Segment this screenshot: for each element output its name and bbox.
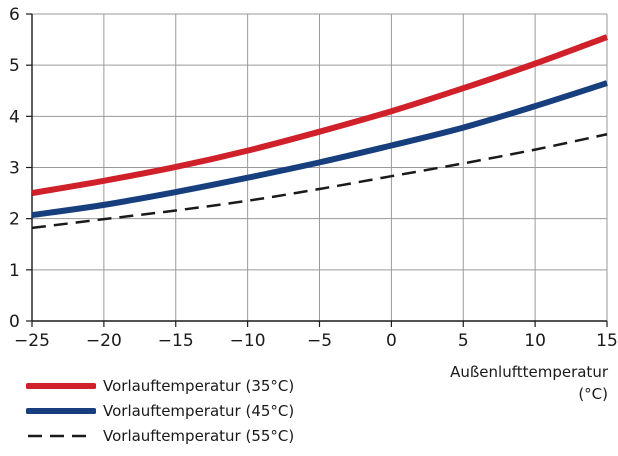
x-tick-label: −15 [158, 331, 194, 351]
x-tick-label: 5 [458, 331, 469, 351]
legend-swatch-45 [26, 407, 96, 414]
x-axis-title: Außenlufttemperatur (°C) [450, 361, 608, 405]
y-tick-label: 0 [9, 312, 20, 332]
legend: Vorlauftemperatur (35°C) Vorlauftemperat… [26, 373, 294, 448]
ticks: −25 −20 −15 −10 −5 0 5 10 15 0 1 2 3 4 5 6 [9, 5, 618, 351]
y-tick-label: 3 [9, 159, 20, 179]
x-axis-label: Außenlufttemperatur [450, 363, 608, 381]
legend-label-35: Vorlauftemperatur (35°C) [103, 376, 295, 395]
x-tick-label: 15 [596, 331, 618, 351]
y-tick-label: 4 [9, 107, 20, 127]
y-tick-label: 2 [9, 210, 20, 230]
y-tick-label: 5 [9, 56, 20, 76]
y-tick-label: 1 [9, 261, 20, 281]
legend-label-55: Vorlauftemperatur (55°C) [103, 426, 295, 445]
series-line-35 [31, 34, 609, 197]
legend-swatch-35 [26, 382, 96, 389]
series-lines [31, 34, 609, 230]
grid [31, 13, 608, 322]
legend-item: Vorlauftemperatur (35°C) [26, 373, 294, 398]
legend-item: Vorlauftemperatur (55°C) [26, 423, 294, 448]
series-line-55 [31, 133, 608, 230]
legend-item: Vorlauftemperatur (45°C) [26, 398, 294, 423]
x-tick-label: −10 [230, 331, 266, 351]
x-tick-label: −25 [14, 331, 50, 351]
x-tick-label: 0 [386, 331, 397, 351]
y-tick-label: 6 [9, 5, 20, 25]
legend-label-45: Vorlauftemperatur (45°C) [103, 401, 295, 420]
x-tick-label: 10 [524, 331, 546, 351]
legend-swatch-55 [28, 434, 94, 437]
x-axis-unit: (°C) [578, 385, 608, 403]
series-line-45 [31, 80, 608, 219]
x-tick-label: −20 [86, 331, 122, 351]
x-tick-label: −5 [307, 331, 332, 351]
